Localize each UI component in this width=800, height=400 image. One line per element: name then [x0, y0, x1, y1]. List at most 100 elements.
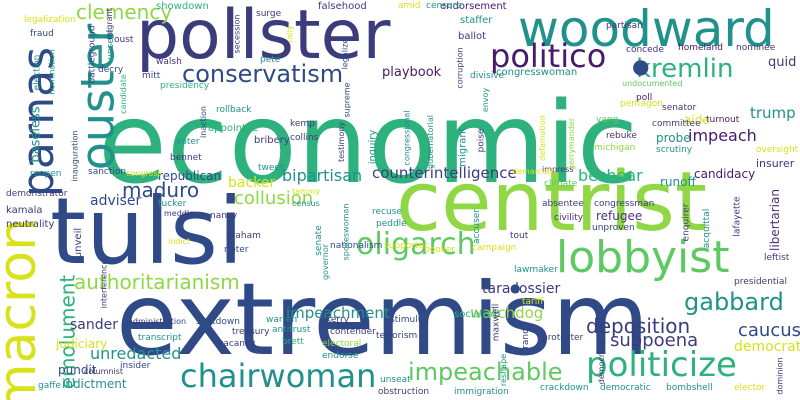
- dot-mark: ●: [510, 281, 521, 295]
- word-democrat: democrat: [734, 339, 800, 355]
- word-dominion: dominion: [775, 357, 785, 395]
- word-falsehood: falsehood: [318, 1, 367, 12]
- word-extremism: extremism: [116, 261, 650, 378]
- word-tweet: tweet: [258, 163, 284, 173]
- word-democratic: democratic: [600, 383, 651, 393]
- word-gubernatorial: gubernatorial: [425, 115, 435, 169]
- word-climate: climate: [544, 179, 578, 189]
- word-chairwoman: chairwoman: [180, 357, 377, 395]
- word-poise: poise: [476, 128, 487, 153]
- word-politico: politico: [490, 37, 607, 75]
- word-endorsement: endorsement: [440, 1, 507, 12]
- word-elector: elector: [734, 383, 766, 393]
- word-tariff: tariff: [522, 297, 544, 307]
- word-pollster: pollster: [136, 0, 391, 75]
- word-baseless: baseless: [28, 106, 44, 163]
- word-staffer: staffer: [460, 15, 493, 26]
- word-tucker: tucker: [158, 199, 187, 209]
- word-reopen: reopen: [30, 169, 62, 179]
- word-clemency: clemency: [76, 0, 173, 24]
- word-authoritarianism: authoritarianism: [74, 270, 240, 294]
- word-censure: censure: [426, 1, 462, 11]
- word-civility: civility: [554, 213, 584, 223]
- word-nomination: nomination: [47, 49, 57, 95]
- word-lafayette: lafayette: [732, 196, 743, 237]
- word-impress: impress: [542, 165, 574, 174]
- word-michigan: michigan: [594, 143, 636, 153]
- word-caucus: caucus: [738, 320, 800, 341]
- word-refugee: refugee: [596, 209, 643, 223]
- word-socialism: socialism: [454, 309, 501, 320]
- word-oligarch: oligarch: [356, 227, 476, 262]
- word-concede: concede: [626, 45, 664, 55]
- word-protester: protester: [542, 333, 584, 343]
- word-bombshell: bombshell: [666, 383, 713, 393]
- word-accuser: accuser: [472, 208, 483, 245]
- word-candidacy: candidacy: [694, 167, 756, 181]
- word-electoral: electoral: [322, 339, 362, 349]
- word-amid: amid: [398, 1, 421, 11]
- word-immigration: immigration: [454, 387, 509, 397]
- word-judiciary: judiciary: [56, 337, 108, 351]
- word-rollback: rollback: [216, 105, 252, 115]
- word-peddle: peddle: [376, 219, 407, 229]
- word-dossier: dossier: [510, 281, 561, 297]
- word-rally: rally: [285, 25, 295, 43]
- word-impeachable: impeachable: [408, 358, 563, 386]
- word-homeland: homeland: [678, 43, 723, 53]
- word-rand: rand: [520, 328, 531, 349]
- word-presidential: presidential: [734, 277, 787, 287]
- word-defamation: defamation: [537, 115, 547, 161]
- word-migrant: migrant: [457, 127, 469, 167]
- word-nationalism: nationalism: [330, 241, 383, 251]
- word-sander: sander: [70, 317, 119, 333]
- word-lobbyist: lobbyist: [556, 232, 730, 283]
- word-mitt: mitt: [142, 71, 161, 81]
- word-tout: tout: [510, 231, 529, 241]
- word-ballot: ballot: [458, 31, 487, 42]
- word-backer: backer: [228, 175, 276, 191]
- word-presidency: presidency: [160, 81, 210, 91]
- word-meddle: meddle: [164, 209, 195, 218]
- word-congressman: congressman: [594, 199, 655, 209]
- word-trump: trump: [750, 104, 796, 122]
- word-obstruction: obstruction: [378, 387, 430, 397]
- word-antitrust: antitrust: [272, 325, 311, 335]
- word-beshear: beshear: [578, 166, 643, 185]
- word-graham: graham: [226, 231, 261, 241]
- word-testimony: testimony: [337, 121, 347, 163]
- word-absentee: absentee: [542, 199, 584, 209]
- word-indict: indict: [168, 237, 191, 246]
- word-warren: warren: [266, 315, 298, 325]
- word-leftist: leftist: [764, 253, 790, 263]
- word-kemp: kemp: [290, 119, 315, 129]
- word-inauguration: inauguration: [70, 130, 80, 182]
- word-collusion: collusion: [234, 188, 314, 209]
- word-indictment: indictment: [62, 377, 127, 391]
- word-lawmaker: lawmaker: [514, 265, 558, 275]
- word-inaction: inaction: [198, 106, 208, 138]
- word-demonstrator: demonstrator: [6, 189, 68, 199]
- word-kremlin: kremlin: [636, 54, 734, 84]
- word-unseat: unseat: [380, 375, 411, 385]
- word-crackdown: crackdown: [540, 383, 589, 393]
- word-adviser: adviser: [90, 193, 142, 209]
- word-fraud: fraud: [30, 29, 54, 39]
- word-unredacted: unredacted: [90, 344, 182, 363]
- word-enquirer: enquirer: [681, 203, 692, 242]
- word-playbook: playbook: [382, 65, 442, 80]
- dot-mark: ●: [632, 54, 650, 78]
- word-secession: secession: [232, 14, 242, 54]
- word-congress: congress: [126, 169, 162, 178]
- word-administration: administration: [128, 317, 187, 326]
- word-partisan: partisan: [606, 21, 643, 31]
- word-governor: governor: [321, 243, 331, 281]
- word-recuse: recuse: [372, 207, 402, 217]
- word-vacancy: vacancy: [218, 339, 256, 349]
- word-oversight: oversight: [756, 145, 799, 155]
- word-centrist: centrist: [396, 155, 708, 250]
- word-unproven: unproven: [592, 223, 635, 233]
- word-legalization: legalization: [24, 15, 76, 25]
- word-stimulus: stimulus: [390, 315, 429, 325]
